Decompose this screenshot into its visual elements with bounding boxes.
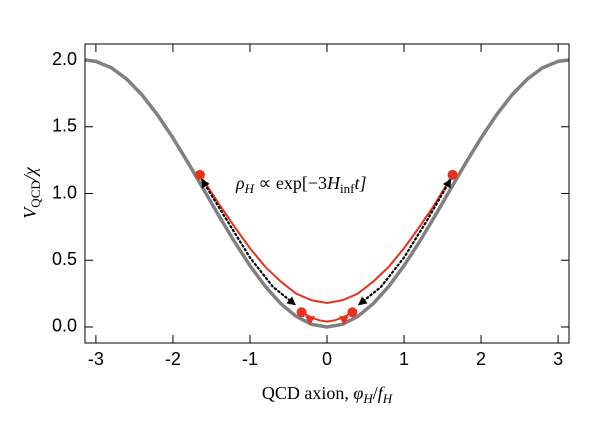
x-tick-label: 1	[399, 349, 409, 369]
point	[296, 307, 307, 318]
x-tick-label: -2	[165, 349, 181, 369]
point	[347, 307, 358, 318]
y-axis-label: VQCD/χ	[20, 166, 43, 218]
x-tick-label: -1	[242, 349, 258, 369]
line-series	[357, 178, 452, 306]
annotation: ρH ∝ exp[−3Hinft]	[235, 173, 367, 196]
x-tick-label: 2	[476, 349, 486, 369]
y-tick-label: 1.0	[52, 182, 77, 202]
x-tick-label: 3	[553, 349, 563, 369]
triangle-marker	[305, 316, 316, 326]
x-axis-label: QCD axion, φH/fH	[262, 383, 393, 406]
y-tick-label: 0.5	[52, 249, 77, 269]
point	[447, 169, 458, 180]
x-tick-label: 0	[322, 349, 332, 369]
y-tick-label: 0.0	[52, 316, 77, 336]
y-tick-label: 1.5	[52, 116, 77, 136]
plot-frame	[84, 43, 570, 344]
point	[194, 169, 205, 180]
line-series	[201, 178, 297, 306]
line-series	[84, 58, 570, 329]
triangle-marker	[338, 316, 349, 326]
y-tick-label: 2.0	[52, 49, 77, 69]
x-tick-label: -3	[88, 349, 104, 369]
